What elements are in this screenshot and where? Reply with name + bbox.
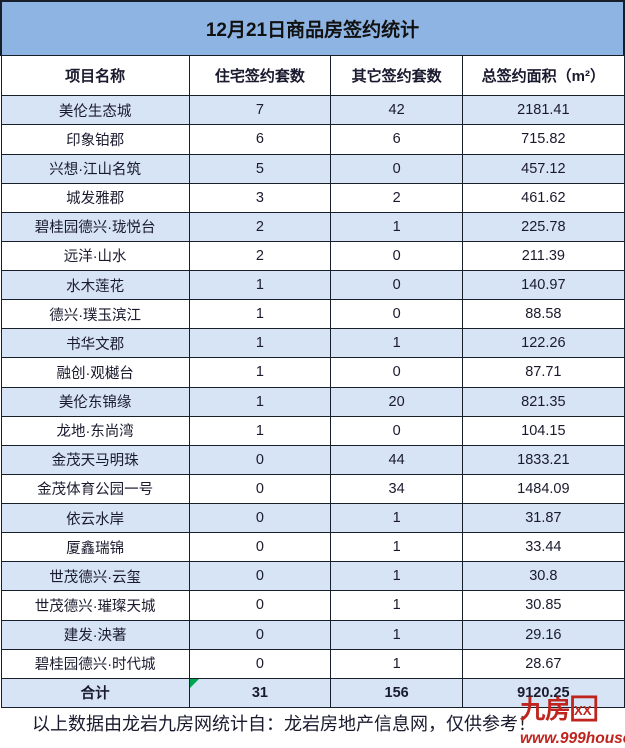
svg-text:XX: XX (574, 703, 592, 718)
svg-text:九房: 九房 (520, 695, 571, 724)
